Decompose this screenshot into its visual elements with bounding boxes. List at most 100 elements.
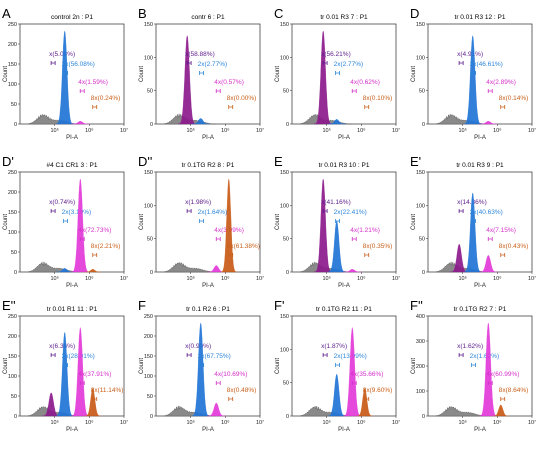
gate-label-4x: 4x(1.21%) <box>350 227 380 234</box>
gate-label-8x: 8x(0.35%) <box>363 243 393 250</box>
gate-marker-8x <box>364 253 370 257</box>
y-tick-label: 50 <box>283 381 289 387</box>
panel-letter: E' <box>410 154 421 169</box>
x-axis-title: PI-A <box>474 283 486 289</box>
debris-area <box>436 113 489 125</box>
panel-title: tr 0.01 R3 9 : P1 <box>456 162 504 169</box>
peak-2x <box>191 118 210 125</box>
y-tick-label: 300 <box>416 339 425 345</box>
peak-4x <box>71 121 90 125</box>
x-tick-label: 10⁵ <box>50 419 58 426</box>
y-tick-label: 150 <box>144 354 153 360</box>
gate-marker-2x <box>471 219 476 223</box>
x-tick-label: 10⁶ <box>221 127 229 134</box>
x-tick-label: 10⁷ <box>392 419 400 426</box>
panel-title: tr 0.1 R2 6 : P1 <box>186 306 230 313</box>
gate-label-x: x(1.62%) <box>457 343 483 350</box>
y-axis-title: Count <box>411 214 417 230</box>
plot-frame <box>19 315 125 417</box>
y-tick-label: 0 <box>286 122 289 128</box>
peak-8x <box>356 387 373 417</box>
gate-label-4x: 4x(35.66%) <box>350 371 383 378</box>
y-tick-label: 150 <box>280 170 289 176</box>
peak-x <box>177 35 197 125</box>
panel-title: tr 0.1TG R2 8 : P1 <box>182 162 235 169</box>
peak-4x <box>479 255 498 273</box>
x-tick-label: 10⁶ <box>493 275 501 282</box>
y-tick-label: 100 <box>144 203 153 209</box>
gate-label-x: x(56.21%) <box>321 51 351 58</box>
y-tick-label: 50 <box>11 250 17 256</box>
gate-marker-8x <box>500 105 506 109</box>
gate-label-2x: 2x(2.77%) <box>334 61 364 68</box>
panel-d2: D'' tr 0.1TG R2 8 : P1 0 50 100 150 10⁵ 10⁶ 10⁷ P… <box>138 154 264 289</box>
gate-label-8x: 8x(0.10%) <box>363 95 393 102</box>
y-tick-label: 50 <box>11 102 17 108</box>
gate-marker-4x <box>79 89 85 93</box>
gate-marker-2x <box>335 71 340 75</box>
panel-title: tr 0.01 R3 10 : P1 <box>319 162 370 169</box>
panel-letter: E <box>274 154 283 169</box>
gate-label-2x: 2x(1.62%) <box>470 353 500 360</box>
x-tick-label: 10⁶ <box>85 127 93 134</box>
peak-4x <box>71 327 90 417</box>
x-tick-label: 10⁷ <box>528 127 536 134</box>
gate-label-4x: 4x(37.91%) <box>78 371 111 378</box>
y-tick-label: 50 <box>11 394 17 400</box>
x-tick-label: 10⁷ <box>120 275 128 282</box>
gate-marker-8x <box>500 253 506 257</box>
peak-x <box>313 30 333 125</box>
peak-x <box>313 178 333 273</box>
panel-letter: E'' <box>2 298 16 313</box>
y-axis-title: Count <box>3 66 9 82</box>
gate-label-x: x(6.36%) <box>49 343 75 350</box>
gate-marker-4x <box>215 381 221 385</box>
debris-area <box>28 261 81 273</box>
plot-frame <box>291 171 397 273</box>
y-tick-label: 150 <box>8 354 17 360</box>
gate-marker-x <box>322 353 328 357</box>
x-axis-title: PI-A <box>202 427 214 433</box>
gate-label-2x: 2x(1.64%) <box>198 209 228 216</box>
gate-marker-x <box>186 353 192 357</box>
gate-marker-8x <box>92 253 98 257</box>
gate-label-2x: 2x(56.08%) <box>62 61 95 68</box>
x-tick-label: 10⁶ <box>221 419 229 426</box>
x-tick-label: 10⁵ <box>50 127 58 134</box>
debris-area <box>28 113 81 125</box>
peak-2x <box>191 322 210 417</box>
gate-marker-8x <box>364 105 370 109</box>
gate-label-8x: 8x(9.60%) <box>363 387 393 394</box>
x-axis-title: PI-A <box>66 135 78 141</box>
gate-label-8x: 8x(8.64%) <box>499 387 529 394</box>
y-tick-label: 150 <box>280 314 289 320</box>
y-axis-title: Count <box>3 358 9 374</box>
y-tick-label: 150 <box>416 170 425 176</box>
peak-4x <box>343 327 362 417</box>
y-tick-label: 0 <box>14 122 17 128</box>
gate-marker-4x <box>351 89 357 93</box>
y-tick-label: 100 <box>144 55 153 61</box>
gate-label-x: x(0.90%) <box>185 343 211 350</box>
debris-area <box>164 261 217 273</box>
peak-4x <box>479 121 498 125</box>
y-tick-label: 50 <box>147 89 153 95</box>
plot-frame <box>291 315 397 417</box>
x-tick-label: 10⁶ <box>85 419 93 426</box>
x-tick-label: 10⁷ <box>256 419 264 426</box>
gate-label-x: x(58.88%) <box>185 51 215 58</box>
x-tick-label: 10⁵ <box>458 419 466 426</box>
peak-2x <box>55 30 74 125</box>
x-tick-label: 10⁷ <box>528 275 536 282</box>
gate-marker-8x <box>228 253 234 257</box>
plot-frame <box>155 171 261 273</box>
y-tick-label: 0 <box>150 414 153 420</box>
y-tick-label: 150 <box>144 22 153 28</box>
gate-label-8x: 8x(0.24%) <box>91 95 121 102</box>
y-axis-title: Count <box>275 214 281 230</box>
x-axis-title: PI-A <box>66 427 78 433</box>
